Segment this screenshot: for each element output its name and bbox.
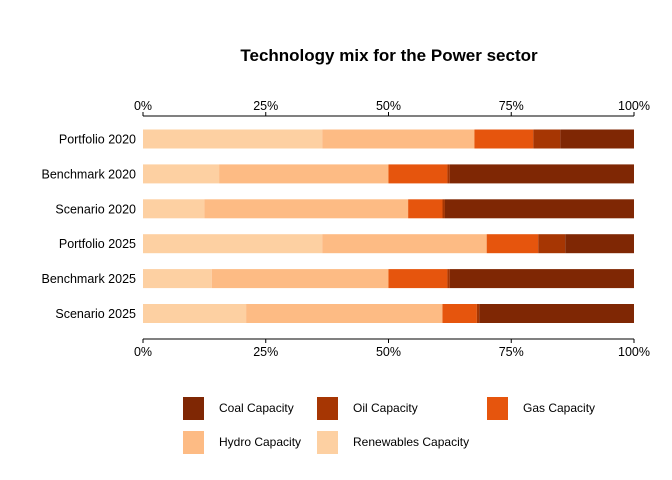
- legend-swatch: [183, 430, 204, 454]
- bar-segment: [476, 304, 480, 323]
- category-label: Benchmark 2020: [41, 167, 136, 181]
- bar-segment: [322, 129, 475, 149]
- bar-segment: [560, 129, 634, 149]
- bar-segment: [246, 304, 443, 323]
- bar-segment: [449, 164, 634, 184]
- x-tick-label-top: 75%: [499, 99, 524, 113]
- legend-label: Gas Capacity: [523, 401, 596, 415]
- legend-label: Renewables Capacity: [353, 435, 470, 449]
- legend-label: Coal Capacity: [219, 401, 294, 415]
- legend-item: Coal Capacity: [183, 396, 294, 420]
- bar-segment: [442, 304, 477, 323]
- bar-segment: [211, 269, 389, 289]
- bar-segment: [143, 269, 212, 289]
- bar-segment: [143, 129, 323, 149]
- bar-segment: [204, 199, 409, 219]
- x-tick-label-top: 25%: [253, 99, 278, 113]
- legend-item: Renewables Capacity: [317, 430, 469, 454]
- legend-label: Hydro Capacity: [219, 435, 302, 449]
- bar-segment: [388, 269, 448, 289]
- category-label: Portfolio 2025: [59, 237, 136, 251]
- x-tick-label-bottom: 100%: [618, 345, 650, 359]
- bar-segment: [533, 129, 561, 149]
- x-tick-label-bottom: 0%: [134, 345, 152, 359]
- bar-segment: [143, 199, 205, 219]
- bar-segment: [388, 164, 448, 184]
- bar-segment: [322, 234, 487, 254]
- x-tick-label-bottom: 50%: [376, 345, 401, 359]
- legend-swatch: [487, 396, 508, 420]
- bar-segment: [538, 234, 566, 254]
- chart-title: Technology mix for the Power sector: [240, 46, 538, 65]
- bar-segment: [486, 234, 539, 254]
- bar-segment: [219, 164, 389, 184]
- chart-bars: [143, 129, 634, 323]
- bar-segment: [474, 129, 534, 149]
- bar-segment: [442, 199, 445, 219]
- category-label: Portfolio 2020: [59, 133, 136, 147]
- bar-segment: [143, 164, 220, 184]
- legend-label: Oil Capacity: [353, 401, 418, 415]
- bar-segment: [565, 234, 634, 254]
- legend-swatch: [317, 430, 338, 454]
- legend-swatch: [183, 396, 204, 420]
- x-tick-label-top: 100%: [618, 99, 650, 113]
- x-tick-label-bottom: 25%: [253, 345, 278, 359]
- category-labels: Portfolio 2020 Benchmark 2020 Scenario 202…: [41, 133, 136, 322]
- legend-swatch: [317, 396, 338, 420]
- x-tick-label-top: 50%: [376, 99, 401, 113]
- category-label: Scenario 2025: [55, 307, 136, 321]
- bar-segment: [143, 234, 323, 254]
- legend-item: Oil Capacity: [317, 396, 418, 420]
- legend-item: Gas Capacity: [487, 396, 595, 420]
- legend-item: Hydro Capacity: [183, 430, 301, 454]
- bar-segment: [447, 269, 450, 289]
- x-tick-label-bottom: 75%: [499, 345, 524, 359]
- bar-segment: [447, 164, 450, 184]
- chart-axes: 0% 0% 25% 25% 50% 50% 75% 75% 100% 100%: [134, 99, 650, 359]
- bar-segment: [449, 269, 634, 289]
- bar-segment: [408, 199, 443, 219]
- category-label: Scenario 2020: [55, 202, 136, 216]
- bar-segment: [479, 304, 634, 323]
- x-tick-label-top: 0%: [134, 99, 152, 113]
- bar-segment: [143, 304, 247, 323]
- bar-segment: [444, 199, 634, 219]
- category-label: Benchmark 2025: [41, 272, 136, 286]
